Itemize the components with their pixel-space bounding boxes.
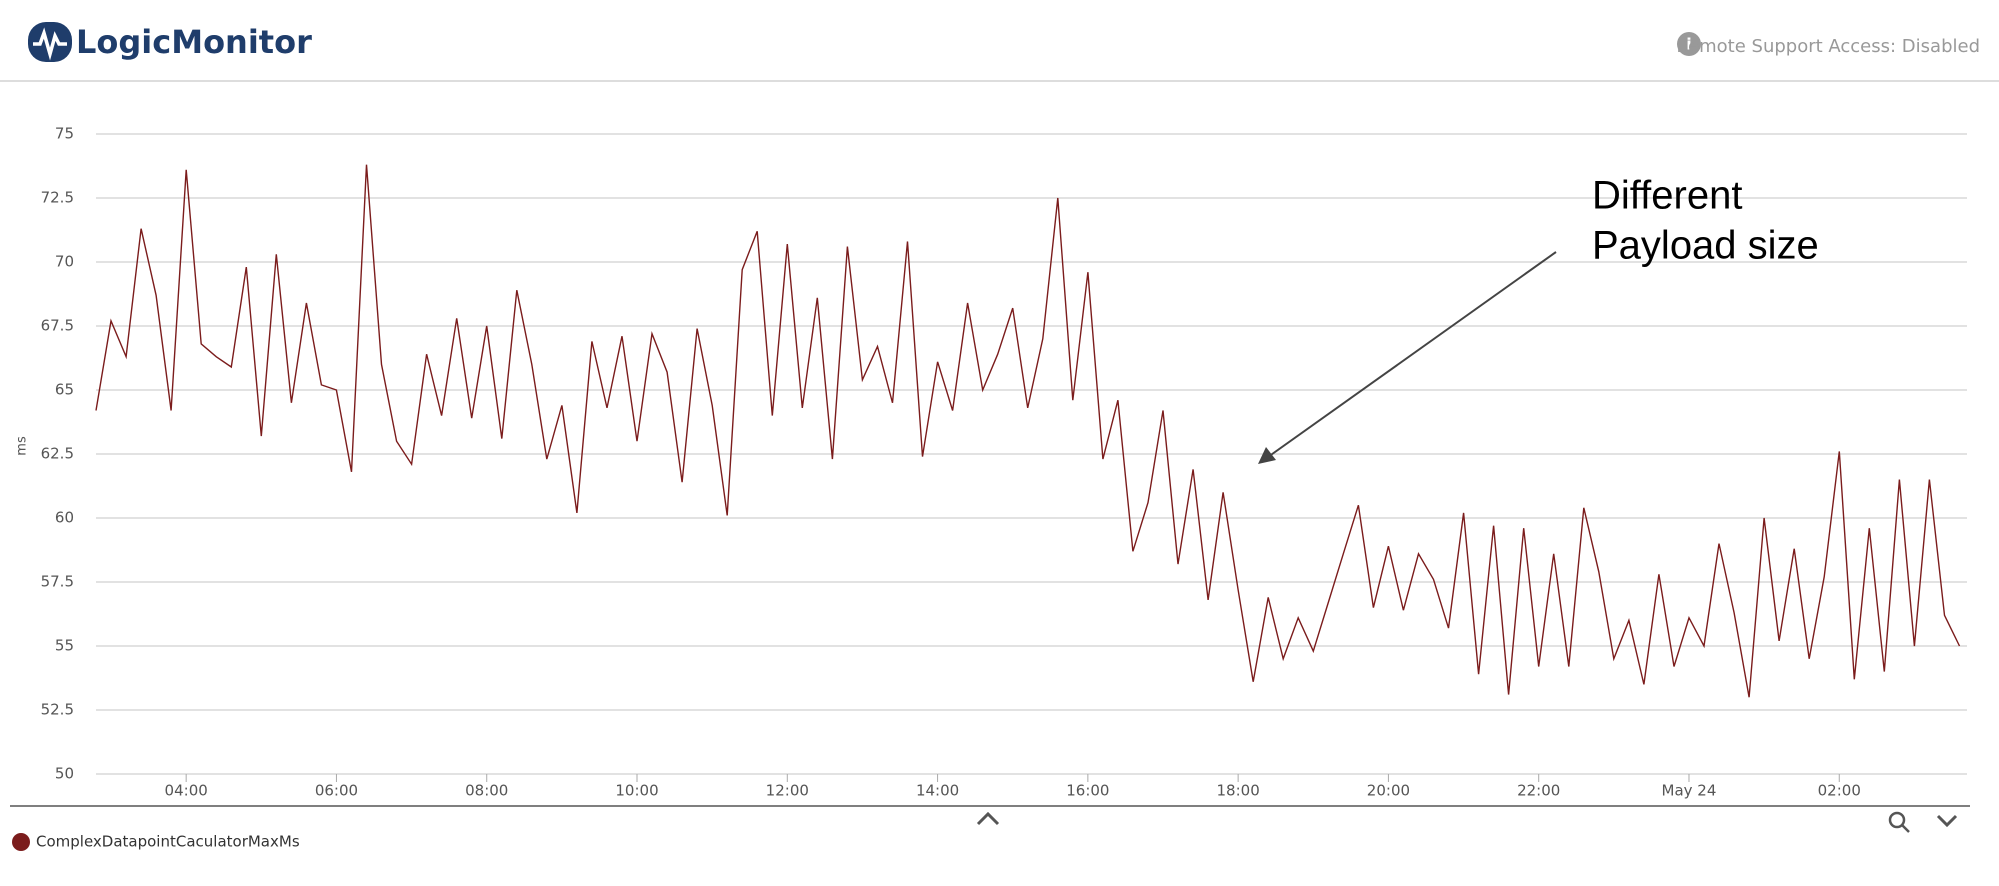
y-axis-label: ms	[15, 436, 30, 456]
y-tick-label: 50	[55, 765, 74, 783]
plot: 50 52.5 55 57.5 60 62.5 65 67.5 70 72.5 75 04:00 06:…	[41, 125, 1967, 800]
y-tick-label: 65	[55, 381, 74, 399]
info-icon[interactable]	[1677, 32, 1701, 56]
x-tick-label: 14:00	[916, 782, 959, 800]
x-tick-label: 20:00	[1367, 782, 1410, 800]
y-tick-label: 75	[55, 125, 74, 143]
annotation-arrow	[1267, 251, 1557, 458]
x-tick-label: May 24	[1662, 782, 1717, 800]
y-tick-label: 55	[55, 637, 74, 655]
y-tick-label: 60	[55, 509, 74, 527]
annotation-arrowhead	[1258, 447, 1276, 464]
logo-text: LogicMonitor	[76, 23, 312, 61]
collapse-button[interactable]	[976, 811, 1000, 826]
logo[interactable]: LogicMonitor	[28, 22, 312, 62]
zoom-button[interactable]	[1888, 811, 1906, 829]
legend-label[interactable]: ComplexDatapointCaculatorMaxMs	[36, 833, 300, 851]
zoom-handle	[1901, 824, 1910, 833]
annotation-line: Different	[1592, 174, 1742, 218]
annotation-line: Payload size	[1592, 224, 1819, 268]
x-tick-label: 10:00	[615, 782, 658, 800]
legend-swatch	[12, 833, 30, 851]
logo-icon	[28, 22, 72, 62]
x-tick-label: 02:00	[1818, 782, 1861, 800]
y-tick-label: 67.5	[41, 317, 74, 335]
info-glyph: i	[1686, 35, 1691, 54]
x-tick-label: 06:00	[315, 782, 358, 800]
x-tick-label: 12:00	[766, 782, 809, 800]
y-tick-label: 52.5	[41, 701, 74, 719]
x-tick-label: 22:00	[1517, 782, 1560, 800]
y-tick-label: 57.5	[41, 573, 74, 591]
x-tick-label: 04:00	[165, 782, 208, 800]
x-tick-label: 18:00	[1217, 782, 1260, 800]
y-tick-label: 72.5	[41, 189, 74, 207]
series-line	[95, 164, 1961, 698]
logo-pulse	[33, 27, 67, 61]
x-tick-label: 16:00	[1066, 782, 1109, 800]
expand-button[interactable]	[1936, 814, 1958, 828]
y-tick-label: 70	[55, 253, 74, 271]
y-tick-label: 62.5	[41, 445, 74, 463]
x-tick-label: 08:00	[465, 782, 508, 800]
remote-status[interactable]: Remote Support Access: Disabled	[1676, 36, 1980, 57]
